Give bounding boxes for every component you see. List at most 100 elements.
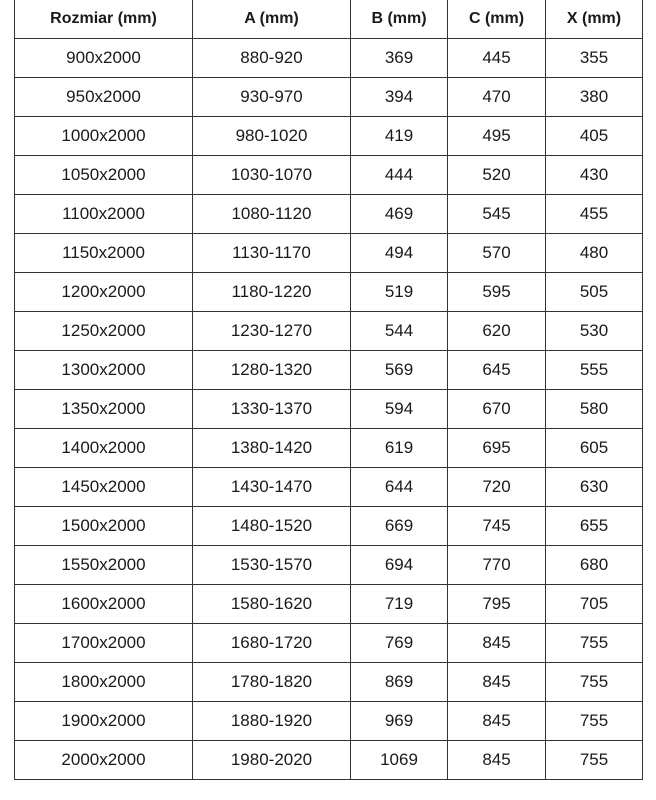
table-row: 1150x2000 1130-1170 494 570 480 <box>14 233 643 273</box>
table-row: 2000x2000 1980-2020 1069 845 755 <box>14 740 643 780</box>
cell-x: 755 <box>545 623 643 663</box>
cell-x: 755 <box>545 701 643 741</box>
table-row: 1900x2000 1880-1920 969 845 755 <box>14 701 643 741</box>
cell-c: 770 <box>447 545 546 585</box>
cell-a: 880-920 <box>192 38 351 78</box>
cell-c: 645 <box>447 350 546 390</box>
cell-size: 1100x2000 <box>14 194 193 234</box>
cell-x: 755 <box>545 662 643 702</box>
cell-size: 1250x2000 <box>14 311 193 351</box>
cell-c: 570 <box>447 233 546 273</box>
table-row: 1500x2000 1480-1520 669 745 655 <box>14 506 643 546</box>
cell-x: 505 <box>545 272 643 312</box>
cell-size: 1400x2000 <box>14 428 193 468</box>
cell-size: 1800x2000 <box>14 662 193 702</box>
cell-a: 1030-1070 <box>192 155 351 195</box>
cell-b: 394 <box>350 77 448 117</box>
cell-x: 655 <box>545 506 643 546</box>
table-row: 1250x2000 1230-1270 544 620 530 <box>14 311 643 351</box>
table-row: 1000x2000 980-1020 419 495 405 <box>14 116 643 156</box>
cell-b: 719 <box>350 584 448 624</box>
cell-c: 745 <box>447 506 546 546</box>
cell-x: 605 <box>545 428 643 468</box>
cell-x: 705 <box>545 584 643 624</box>
cell-size: 950x2000 <box>14 77 193 117</box>
table-row: 1550x2000 1530-1570 694 770 680 <box>14 545 643 585</box>
cell-b: 644 <box>350 467 448 507</box>
table-row: 1100x2000 1080-1120 469 545 455 <box>14 194 643 234</box>
cell-x: 755 <box>545 740 643 780</box>
cell-b: 544 <box>350 311 448 351</box>
table-row: 1350x2000 1330-1370 594 670 580 <box>14 389 643 429</box>
cell-x: 630 <box>545 467 643 507</box>
cell-b: 619 <box>350 428 448 468</box>
cell-x: 430 <box>545 155 643 195</box>
cell-c: 620 <box>447 311 546 351</box>
cell-a: 1980-2020 <box>192 740 351 780</box>
cell-b: 694 <box>350 545 448 585</box>
cell-size: 1450x2000 <box>14 467 193 507</box>
cell-b: 519 <box>350 272 448 312</box>
cell-c: 545 <box>447 194 546 234</box>
cell-a: 1130-1170 <box>192 233 351 273</box>
cell-c: 845 <box>447 623 546 663</box>
cell-a: 1380-1420 <box>192 428 351 468</box>
column-header-c: C (mm) <box>447 0 546 39</box>
column-header-b: B (mm) <box>350 0 448 39</box>
cell-x: 380 <box>545 77 643 117</box>
table-row: 1300x2000 1280-1320 569 645 555 <box>14 350 643 390</box>
cell-b: 594 <box>350 389 448 429</box>
cell-c: 695 <box>447 428 546 468</box>
cell-c: 445 <box>447 38 546 78</box>
cell-size: 2000x2000 <box>14 740 193 780</box>
cell-size: 1700x2000 <box>14 623 193 663</box>
table-row: 1700x2000 1680-1720 769 845 755 <box>14 623 643 663</box>
cell-size: 1600x2000 <box>14 584 193 624</box>
cell-size: 1200x2000 <box>14 272 193 312</box>
cell-a: 1780-1820 <box>192 662 351 702</box>
table-row: 900x2000 880-920 369 445 355 <box>14 38 643 78</box>
table-row: 1800x2000 1780-1820 869 845 755 <box>14 662 643 702</box>
table-row: 950x2000 930-970 394 470 380 <box>14 77 643 117</box>
cell-c: 845 <box>447 662 546 702</box>
table-row: 1200x2000 1180-1220 519 595 505 <box>14 272 643 312</box>
cell-b: 494 <box>350 233 448 273</box>
cell-size: 1300x2000 <box>14 350 193 390</box>
cell-a: 1530-1570 <box>192 545 351 585</box>
dimensions-table: Rozmiar (mm) A (mm) B (mm) C (mm) X (mm) 900… <box>14 0 643 780</box>
column-header-a: A (mm) <box>192 0 351 39</box>
cell-a: 930-970 <box>192 77 351 117</box>
cell-b: 569 <box>350 350 448 390</box>
cell-c: 720 <box>447 467 546 507</box>
cell-b: 969 <box>350 701 448 741</box>
cell-a: 1680-1720 <box>192 623 351 663</box>
cell-size: 1050x2000 <box>14 155 193 195</box>
cell-x: 530 <box>545 311 643 351</box>
column-header-size: Rozmiar (mm) <box>14 0 193 39</box>
cell-a: 1280-1320 <box>192 350 351 390</box>
cell-c: 795 <box>447 584 546 624</box>
cell-c: 845 <box>447 701 546 741</box>
cell-b: 369 <box>350 38 448 78</box>
cell-size: 1000x2000 <box>14 116 193 156</box>
cell-a: 1180-1220 <box>192 272 351 312</box>
cell-a: 1430-1470 <box>192 467 351 507</box>
column-header-x: X (mm) <box>545 0 643 39</box>
cell-size: 1500x2000 <box>14 506 193 546</box>
cell-a: 1330-1370 <box>192 389 351 429</box>
cell-a: 1880-1920 <box>192 701 351 741</box>
table-row: 1450x2000 1430-1470 644 720 630 <box>14 467 643 507</box>
cell-x: 405 <box>545 116 643 156</box>
cell-a: 1230-1270 <box>192 311 351 351</box>
cell-x: 355 <box>545 38 643 78</box>
cell-b: 419 <box>350 116 448 156</box>
cell-a: 980-1020 <box>192 116 351 156</box>
cell-c: 845 <box>447 740 546 780</box>
cell-c: 470 <box>447 77 546 117</box>
cell-size: 1550x2000 <box>14 545 193 585</box>
cell-size: 1900x2000 <box>14 701 193 741</box>
cell-a: 1480-1520 <box>192 506 351 546</box>
cell-b: 469 <box>350 194 448 234</box>
cell-x: 580 <box>545 389 643 429</box>
cell-size: 1150x2000 <box>14 233 193 273</box>
